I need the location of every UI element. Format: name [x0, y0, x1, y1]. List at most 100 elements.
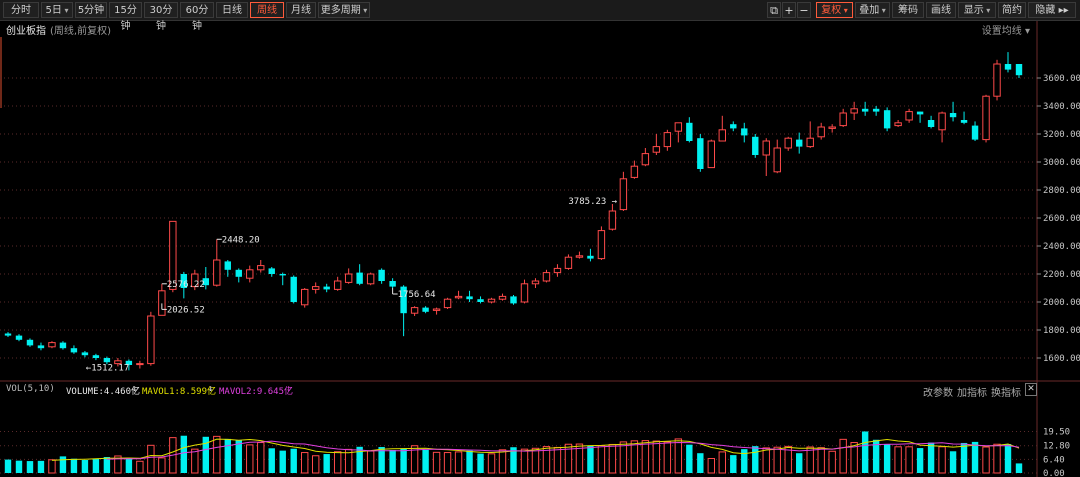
- candle-body-down: [70, 348, 78, 353]
- volume-bar-down: [81, 460, 89, 473]
- candle-body-up: [784, 137, 792, 149]
- tab-3-label: 5分钟: [77, 5, 105, 16]
- tab-2-label: 5日: [45, 5, 62, 16]
- volume-bar-up: [806, 446, 814, 474]
- option-3[interactable]: 筹码: [892, 2, 924, 18]
- volume-bar-down: [466, 450, 473, 473]
- volume-bar-up: [454, 451, 463, 474]
- overlay-icon[interactable]: ⧉: [767, 2, 781, 18]
- volume-bar-down: [971, 441, 979, 473]
- candle-body-up: [147, 315, 155, 365]
- down-arrow-icon: ↓: [132, 384, 138, 394]
- volume-bar-down: [916, 448, 924, 473]
- volume-bar-up: [520, 448, 529, 474]
- price-tick-label: 2200.00: [1043, 270, 1080, 280]
- option-2-label: 叠加: [859, 5, 880, 16]
- chart-header: 创业板指 (周线,前复权) 设置均线 ▾: [0, 21, 1080, 37]
- option-4[interactable]: 画线: [926, 2, 956, 18]
- tab-9[interactable]: 月线: [286, 2, 316, 18]
- option-1[interactable]: 复权: [816, 2, 853, 18]
- candle-body-up: [773, 147, 781, 173]
- tab-1[interactable]: 分时: [3, 2, 39, 18]
- volume-bar-up: [432, 451, 441, 474]
- zoom-in-icon[interactable]: +: [782, 2, 796, 18]
- volume-bar-up: [487, 453, 496, 474]
- volume-bar-down: [279, 450, 286, 473]
- candle-body-down: [1004, 64, 1012, 70]
- price-tick-label: 2400.00: [1043, 242, 1080, 252]
- candle-body-down: [971, 125, 979, 140]
- volume-bar-up: [817, 447, 825, 474]
- option-6[interactable]: 简约: [998, 2, 1026, 18]
- volume-bar-down: [125, 458, 133, 473]
- candle-body-up: [817, 126, 825, 138]
- volume-bar-up: [597, 445, 606, 474]
- candle-body-up: [114, 360, 122, 365]
- close-icon[interactable]: ✕: [1025, 383, 1037, 396]
- candle-body-up: [344, 273, 353, 283]
- volume-bar-down: [323, 454, 330, 473]
- price-tick-label: 1800.00: [1043, 326, 1080, 336]
- option-7[interactable]: 隐藏 ▸▸: [1028, 2, 1076, 18]
- volume-bar-up: [894, 446, 902, 474]
- option-2[interactable]: 叠加: [855, 2, 890, 18]
- candle-body-up: [432, 308, 441, 311]
- candle-body-down: [15, 335, 23, 340]
- candle-body-up: [652, 146, 661, 153]
- tab-10[interactable]: 更多周期: [318, 2, 370, 18]
- candle-body-down: [861, 108, 869, 112]
- zoom-out-icon[interactable]: −: [797, 2, 811, 18]
- volume-bar-up: [762, 447, 770, 474]
- volume-bar-up: [674, 438, 683, 474]
- candle-body-up: [597, 230, 606, 260]
- volume-bar-up: [707, 458, 716, 474]
- candle-body-up: [443, 298, 452, 309]
- volume-bar-up: [246, 444, 254, 474]
- annotation-label: 2026.52: [167, 305, 205, 315]
- price-tick-label: 2800.00: [1043, 186, 1080, 196]
- tab-7[interactable]: 日线: [216, 2, 248, 18]
- candle-body-down: [477, 299, 484, 302]
- price-tick-label: 2600.00: [1043, 214, 1080, 224]
- tab-8[interactable]: 周线: [250, 2, 284, 18]
- candle-body-down: [268, 268, 275, 274]
- annotation-label: 2448.20: [222, 235, 260, 245]
- tab-8-label: 周线: [257, 5, 277, 16]
- ma-settings-button[interactable]: 设置均线 ▾: [981, 26, 1030, 37]
- candle-body-up: [246, 269, 254, 279]
- candle-body-up: [311, 286, 320, 290]
- switch-indicator-button[interactable]: 换指标: [991, 388, 1021, 399]
- vol-indicator-name[interactable]: VOL(5,10): [6, 384, 55, 394]
- price-tick-label: 3000.00: [1043, 158, 1080, 168]
- candle-body-down: [59, 342, 67, 349]
- volume-bar-up: [498, 449, 507, 474]
- edit-params-button[interactable]: 改参数: [923, 388, 953, 399]
- volume-bar-down: [356, 446, 363, 473]
- annotation-label: 3785.23 →: [568, 197, 617, 207]
- tab-5[interactable]: 30分钟: [144, 2, 178, 32]
- volume-bar-up: [839, 438, 847, 474]
- candle-body-down: [730, 124, 737, 129]
- volume-bar-up: [147, 444, 155, 474]
- volume-bar-up: [575, 443, 584, 474]
- tab-6[interactable]: 60分钟: [180, 2, 214, 32]
- option-1-label: 复权: [821, 5, 842, 16]
- tab-4[interactable]: 15分钟: [109, 2, 142, 32]
- volume-bar-up: [982, 446, 990, 474]
- volume-bar-up: [630, 440, 639, 474]
- volume-bar-down: [268, 448, 275, 473]
- tab-2[interactable]: 5日: [41, 2, 73, 18]
- volume-bar-up: [443, 452, 452, 474]
- candle-body-up: [454, 295, 463, 299]
- tab-3[interactable]: 5分钟: [75, 2, 107, 18]
- volume-bar-up: [366, 450, 375, 474]
- candle-body-up: [158, 290, 166, 316]
- candle-body-up: [498, 295, 507, 300]
- mavol2-value: MAVOL2:9.645亿: [219, 387, 294, 397]
- price-tick-label: 1600.00: [1043, 354, 1080, 364]
- volume-bar-down: [741, 449, 748, 473]
- tab-5-label: 30分钟: [149, 5, 173, 32]
- option-5[interactable]: 显示: [958, 2, 996, 18]
- add-indicator-button[interactable]: 加指标: [957, 388, 987, 399]
